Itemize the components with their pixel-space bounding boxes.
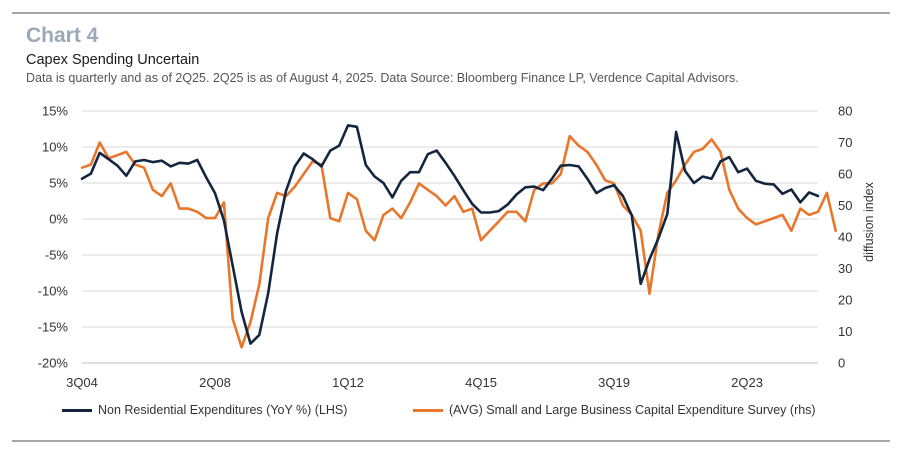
left-tick-label: 5%	[49, 176, 68, 191]
legend-swatch	[413, 408, 443, 412]
legend-swatch	[62, 408, 92, 412]
legend-item-nonresidential: Non Residential Expenditures (YoY %) (LH…	[62, 403, 347, 417]
right-tick-label: 10	[838, 324, 852, 339]
right-axis-ticks: 80 70 60 50 40 30 20 10 0	[838, 104, 852, 371]
x-tick-label: 3Q19	[598, 375, 630, 390]
left-tick-label: -20%	[38, 356, 69, 371]
right-tick-label: 60	[838, 167, 852, 182]
right-tick-label: 30	[838, 261, 852, 276]
left-tick-label: -15%	[38, 320, 69, 335]
top-rule	[12, 12, 890, 14]
left-axis-ticks: 15% 10% 5% 0% -5% -10% -15% -20%	[38, 104, 69, 371]
legend-label: Non Residential Expenditures (YoY %) (LH…	[98, 403, 348, 417]
x-tick-label: 3Q04	[66, 375, 98, 390]
right-tick-label: 40	[838, 230, 852, 245]
x-tick-label: 2Q08	[199, 375, 231, 390]
x-axis-ticks: 3Q04 2Q08 1Q12 4Q15 3Q19 2Q23	[66, 362, 818, 390]
legend-label: (AVG) Small and Large Business Capital E…	[449, 403, 816, 417]
left-tick-label: 0%	[49, 212, 68, 227]
legend-item-capex-survey: (AVG) Small and Large Business Capital E…	[413, 403, 816, 417]
x-tick-label: 1Q12	[332, 375, 364, 390]
gridlines	[82, 110, 818, 364]
series-line-capex-survey	[80, 134, 837, 349]
series-line-nonresidential	[80, 124, 820, 345]
right-tick-label: 20	[838, 293, 852, 308]
right-tick-label: 80	[838, 104, 852, 119]
left-tick-label: 15%	[42, 104, 68, 119]
left-tick-label: -5%	[45, 248, 69, 263]
series-lines	[80, 124, 837, 349]
right-tick-label: 70	[838, 135, 852, 150]
chart-number: Chart 4	[26, 24, 99, 47]
x-tick-label: 2Q23	[731, 375, 763, 390]
left-tick-label: -10%	[38, 284, 69, 299]
chart-subtitle: Data is quarterly and as of 2Q25. 2Q25 i…	[26, 71, 739, 85]
bottom-rule	[12, 440, 890, 442]
right-tick-label: 0	[838, 356, 845, 371]
x-tick-label: 4Q15	[465, 375, 497, 390]
chart-title: Capex Spending Uncertain	[26, 52, 200, 68]
right-axis-title: diffusion index	[862, 181, 876, 261]
left-tick-label: 10%	[42, 140, 68, 155]
right-tick-label: 50	[838, 198, 852, 213]
